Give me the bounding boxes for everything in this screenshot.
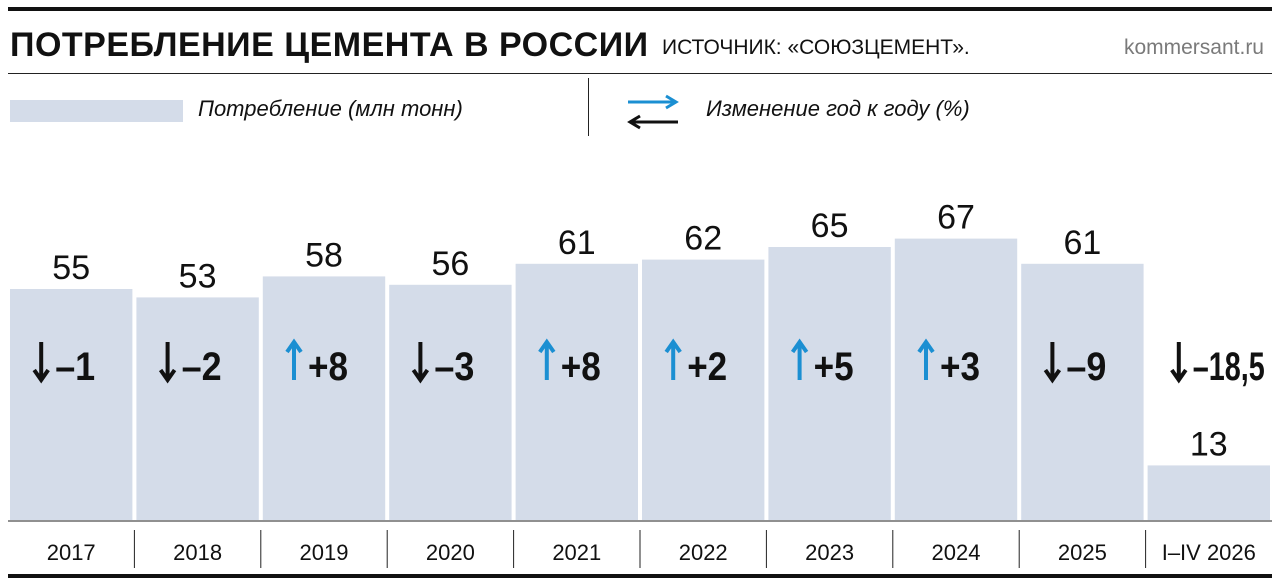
up-arrow-icon-2024 (917, 338, 935, 380)
up-arrow-icon-2022 (664, 338, 682, 380)
value-label-2018: 53 (179, 257, 217, 295)
value-label-2021: 61 (558, 224, 596, 262)
bar-2017 (10, 289, 133, 520)
down-arrow-icon-2017 (32, 342, 50, 384)
header-rule (8, 73, 1272, 74)
down-arrow-icon-2018 (158, 342, 177, 384)
value-label-I–IV 2026: 13 (1190, 425, 1228, 463)
change-label-2022: +2 (687, 345, 727, 389)
legend-divider (588, 78, 589, 136)
bar-2021 (515, 263, 638, 520)
legend-consumption-label: Потребление (млн тонн) (198, 96, 463, 121)
change-label-2025: –9 (1066, 345, 1106, 389)
bottom-rule (8, 574, 1272, 578)
top-rule (8, 7, 1272, 11)
year-label-2017: 2017 (47, 540, 96, 565)
bar-2018 (136, 297, 259, 520)
down-arrow-icon-I–IV 2026 (1170, 342, 1188, 384)
year-label-I–IV 2026: I–IV 2026 (1162, 540, 1256, 565)
year-label-2019: 2019 (300, 540, 349, 565)
change-label-2017: –1 (55, 345, 95, 389)
value-label-2017: 55 (52, 249, 90, 287)
bar-2019 (262, 276, 386, 520)
year-label-2024: 2024 (932, 540, 981, 565)
change-label-2024: +3 (940, 345, 980, 389)
exchange-arrows-icon (627, 94, 679, 130)
year-label-2020: 2020 (426, 540, 475, 565)
change-label-2021: +8 (561, 345, 601, 389)
year-label-2021: 2021 (552, 540, 601, 565)
year-label-2023: 2023 (805, 540, 854, 565)
value-label-2020: 56 (431, 245, 469, 283)
value-label-2019: 58 (305, 236, 343, 274)
change-label-I–IV 2026: –18,5 (1193, 345, 1265, 389)
year-label-2025: 2025 (1058, 540, 1107, 565)
down-arrow-icon-2025 (1043, 342, 1062, 384)
bar-2025 (1021, 263, 1144, 520)
change-label-2020: –3 (434, 345, 474, 389)
bar-2024 (894, 238, 1018, 520)
bar-I–IV 2026 (1147, 465, 1270, 520)
bar-2020 (389, 284, 512, 520)
value-label-2022: 62 (684, 220, 722, 258)
change-label-2019: +8 (308, 345, 348, 389)
change-label-2018: –2 (182, 345, 222, 389)
bar-2023 (768, 247, 891, 520)
up-arrow-icon-2023 (790, 338, 809, 380)
value-label-2025: 61 (1063, 224, 1101, 262)
site-credit: kommersant.ru (1123, 36, 1264, 59)
chart-title: ПОТРЕБЛЕНИЕ ЦЕМЕНТА В РОССИИ (10, 26, 649, 64)
bar-2022 (642, 259, 765, 520)
value-label-2024: 67 (937, 199, 975, 237)
year-label-2018: 2018 (173, 540, 222, 565)
legend-change-label: Изменение год к году (%) (706, 96, 970, 121)
change-label-2023: +5 (814, 345, 854, 389)
legend-consumption-swatch (10, 100, 183, 122)
source-note: ИСТОЧНИК: «СОЮЗЦЕМЕНТ». (662, 36, 970, 59)
up-arrow-icon-2019 (285, 338, 303, 380)
down-arrow-icon-2020 (411, 342, 430, 384)
chart-header: ПОТРЕБЛЕНИЕ ЦЕМЕНТА В РОССИИ ИСТОЧНИК: «… (10, 24, 1268, 68)
up-arrow-icon-2021 (538, 338, 556, 380)
value-label-2023: 65 (811, 207, 849, 245)
year-label-2022: 2022 (679, 540, 728, 565)
